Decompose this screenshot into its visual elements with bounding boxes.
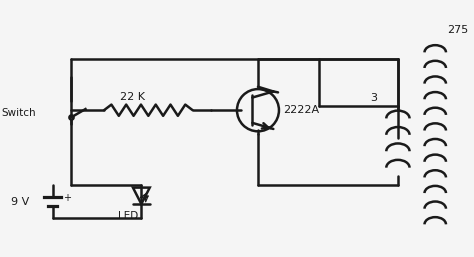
- Text: 9 V: 9 V: [11, 197, 29, 207]
- Text: +: +: [63, 193, 71, 203]
- Text: 2222A: 2222A: [283, 105, 320, 115]
- Text: 22 K: 22 K: [119, 92, 145, 102]
- Text: Switch: Switch: [1, 107, 36, 117]
- Text: 275: 275: [447, 25, 468, 35]
- Text: 3: 3: [370, 94, 377, 104]
- Text: LED: LED: [118, 211, 138, 221]
